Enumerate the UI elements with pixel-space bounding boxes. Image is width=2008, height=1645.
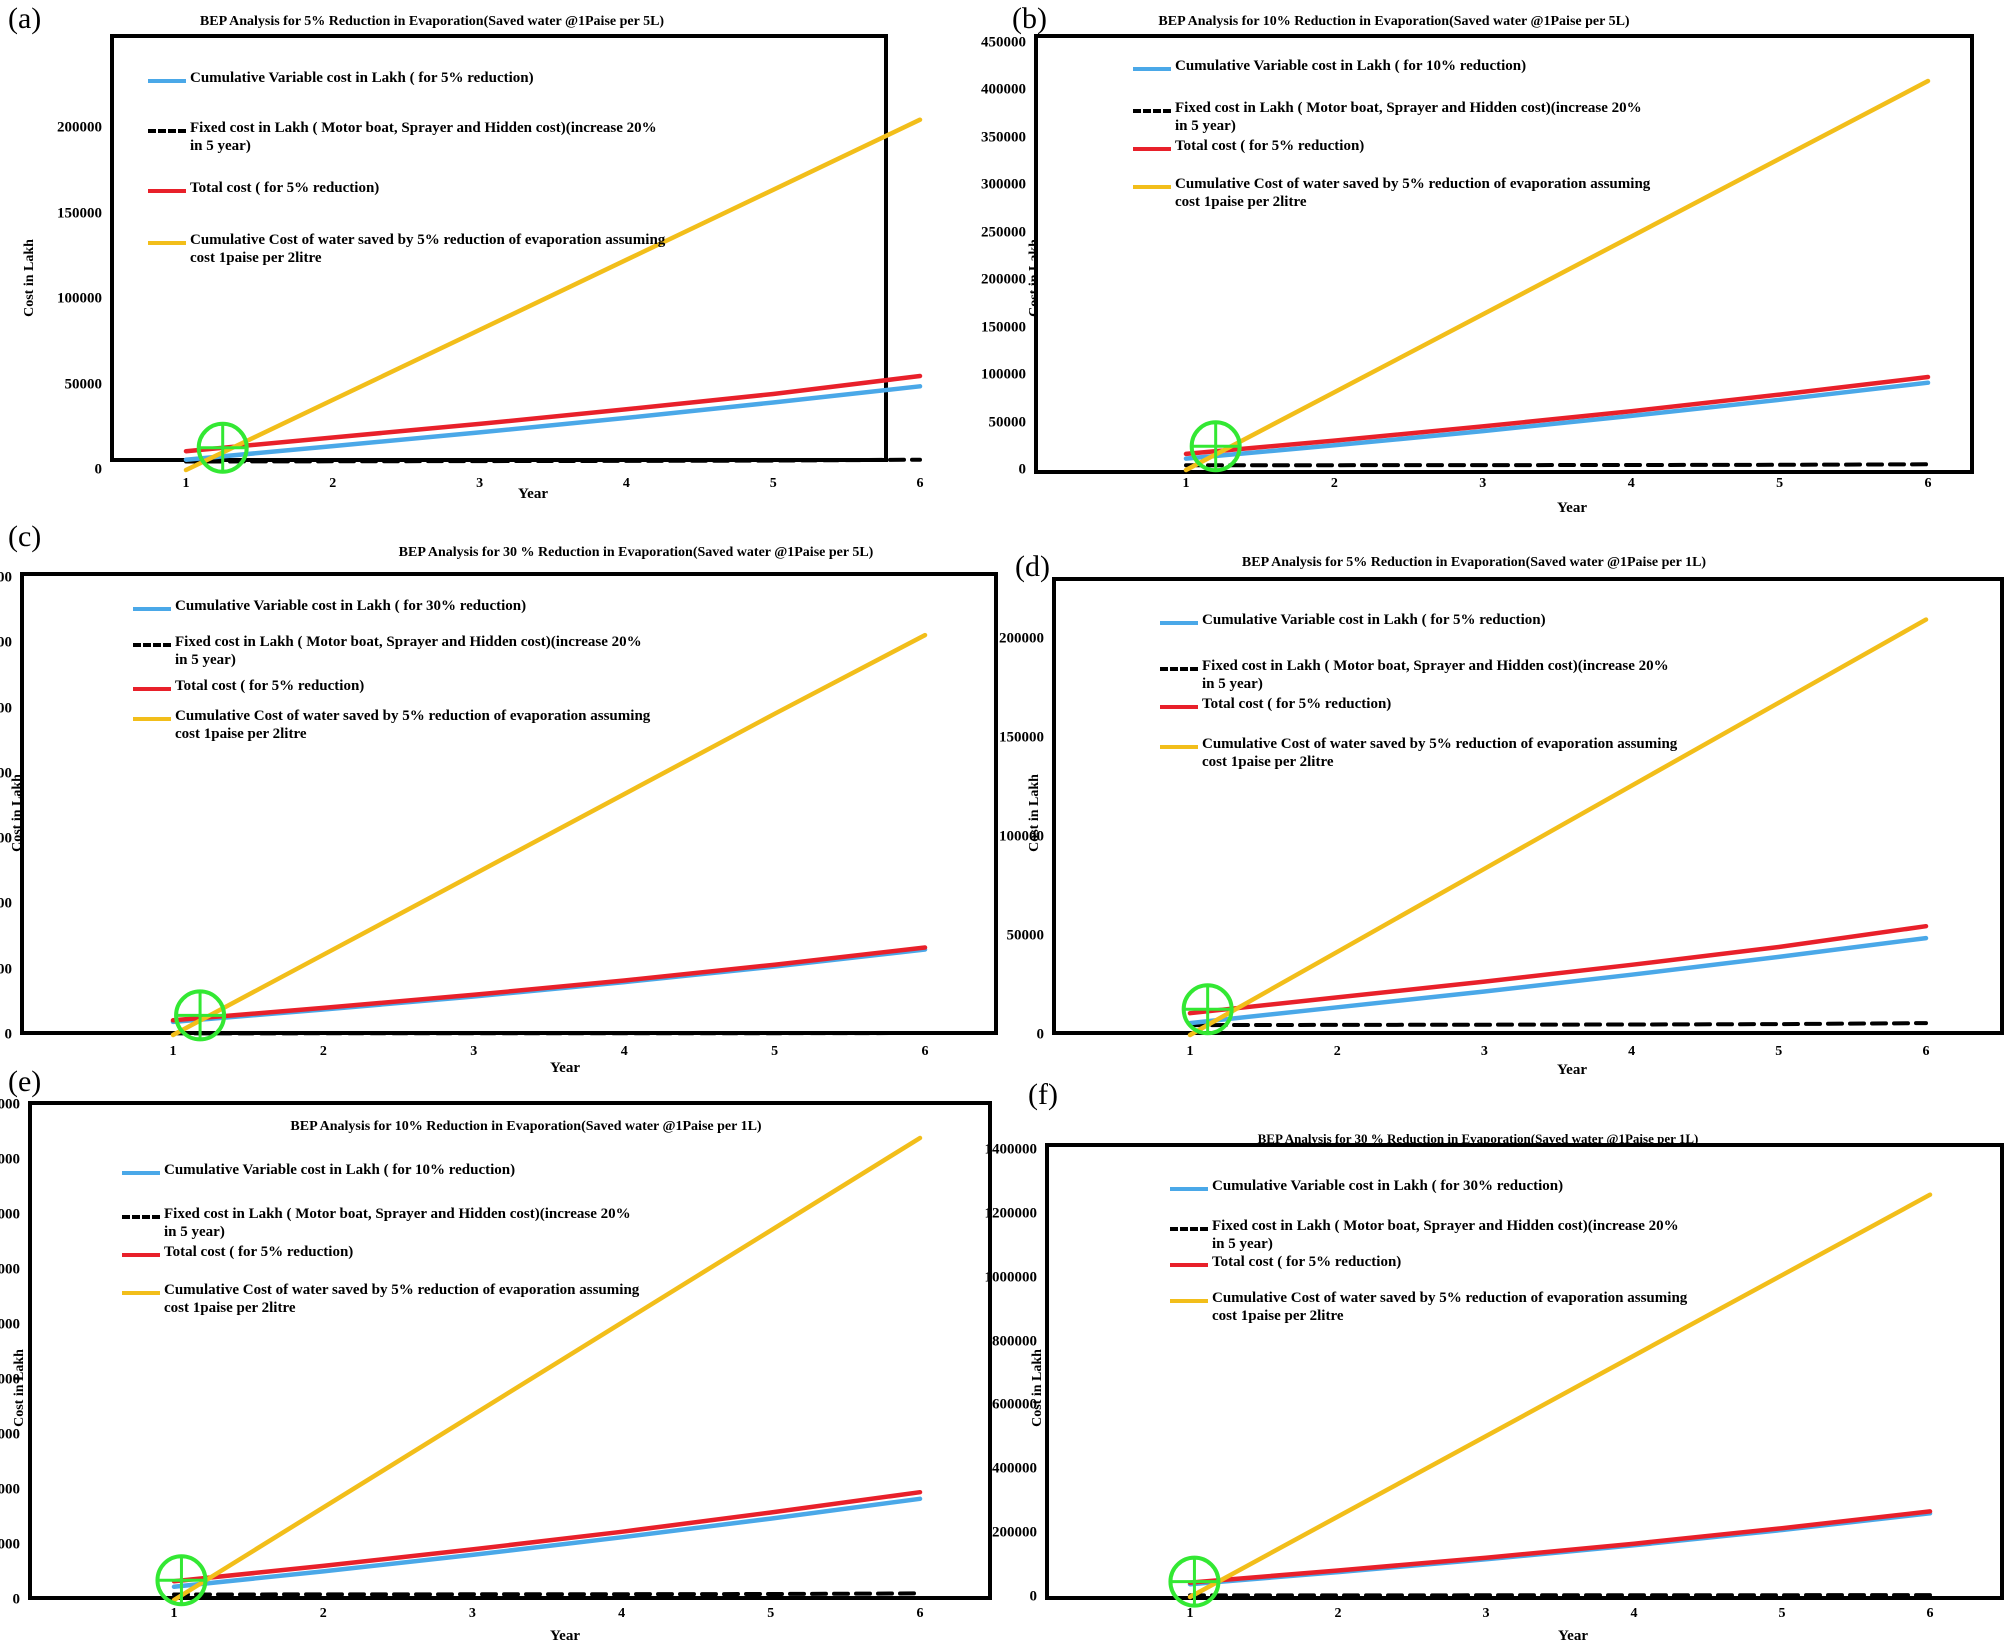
- legend-swatch-fixed: [1170, 1227, 1208, 1231]
- legend-label: Cumulative Cost of water saved by 5% red…: [1212, 1290, 1688, 1325]
- legend-item: Cumulative Variable cost in Lakh ( for 3…: [1170, 1178, 1690, 1196]
- legend-item: Cumulative Cost of water saved by 5% red…: [1170, 1290, 1690, 1325]
- series-line-total: [1190, 1511, 1930, 1582]
- legend-swatch-saved: [1170, 1299, 1208, 1303]
- legend-swatch-variable: [1170, 1187, 1208, 1191]
- legend-label: Cumulative Variable cost in Lakh ( for 3…: [1212, 1178, 1688, 1196]
- legend-item: Fixed cost in Lakh ( Motor boat, Sprayer…: [1170, 1218, 1690, 1253]
- legend-item: Total cost ( for 5% reduction): [1170, 1254, 1690, 1272]
- legend-label: Fixed cost in Lakh ( Motor boat, Sprayer…: [1212, 1218, 1688, 1253]
- bep-marker: [1170, 1558, 1218, 1606]
- legend-swatch-total: [1170, 1263, 1208, 1267]
- legend-label: Total cost ( for 5% reduction): [1212, 1254, 1688, 1272]
